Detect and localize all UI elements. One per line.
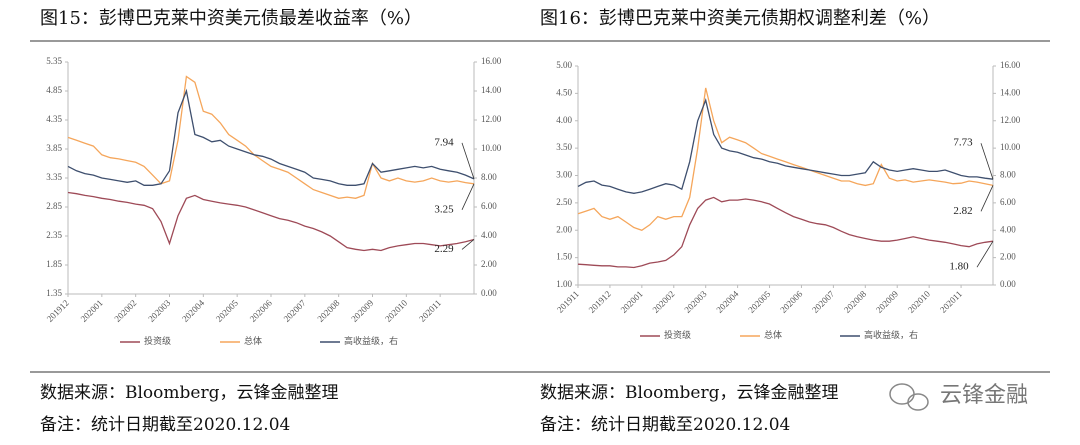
series-line — [577, 87, 994, 232]
annotation: 7.94 — [434, 136, 454, 148]
y2-tick-label: 4.00 — [481, 230, 497, 240]
x-tick-label: 202006 — [778, 288, 805, 315]
y-tick-label: 1.35 — [46, 288, 62, 298]
watermark: 云锋金融 — [940, 383, 1028, 408]
y-tick-label: 4.00 — [556, 115, 572, 125]
legend-label: 高收益级，右 — [344, 335, 398, 346]
y2-tick-label: 12.00 — [481, 114, 502, 124]
y2-tick-label: 14.00 — [1000, 87, 1021, 97]
y2-tick-label: 14.00 — [481, 85, 502, 95]
x-tick-label: 202005 — [214, 297, 241, 324]
x-tick-label: 201912 — [45, 298, 71, 324]
y2-tick-label: 12.00 — [1000, 115, 1021, 125]
annotation: 1.80 — [949, 261, 969, 273]
legend-label: 投资级 — [664, 329, 691, 340]
x-tick-label: 202009 — [874, 288, 901, 315]
leader — [461, 239, 475, 250]
y-tick-label: 1.00 — [556, 279, 572, 289]
y2-tick-label: 2.00 — [481, 259, 497, 269]
legend-label: 高收益级，右 — [864, 329, 918, 340]
y-tick-label: 3.00 — [556, 170, 572, 180]
y-tick-label: 3.50 — [556, 142, 572, 152]
note: 备注：统计日期截至2020.12.04 — [540, 415, 790, 435]
series-line — [577, 196, 994, 269]
x-tick-label: 202004 — [714, 288, 741, 315]
chart-title: 图16：彭博巴克莱中资美元债期权调整利差（%） — [540, 8, 940, 29]
y2-tick-label: 6.00 — [1000, 197, 1016, 207]
annotation: 2.82 — [953, 205, 972, 217]
legend-label: 投资级 — [144, 335, 171, 346]
y-tick-label: 2.00 — [556, 224, 572, 234]
y-tick-label: 2.85 — [46, 201, 62, 211]
y2-tick-label: 8.00 — [481, 172, 497, 182]
x-tick-label: 202005 — [746, 288, 773, 315]
x-tick-label: 202010 — [906, 288, 933, 315]
y2-tick-label: 2.00 — [1000, 252, 1016, 262]
x-tick-label: 202010 — [383, 297, 410, 324]
annotation: 7.73 — [953, 137, 973, 149]
y-tick-label: 2.35 — [46, 230, 62, 240]
x-tick-label: 202003 — [146, 297, 173, 324]
x-tick-label: 202008 — [842, 288, 869, 315]
y2-tick-label: 10.00 — [481, 143, 502, 153]
x-tick-label: 202007 — [810, 288, 837, 315]
x-tick-label: 201911 — [555, 289, 581, 315]
chart-title: 图15：彭博巴克莱中资美元债最差收益率（%） — [40, 8, 422, 29]
x-tick-label: 202011 — [417, 298, 443, 324]
y-tick-label: 4.50 — [556, 87, 572, 97]
x-tick-label: 202008 — [315, 297, 342, 324]
legend-label: 总体 — [764, 329, 782, 340]
y-tick-label: 3.35 — [46, 172, 62, 182]
annotation: 3.25 — [434, 203, 454, 215]
watermark-icon — [889, 383, 929, 411]
leader — [976, 240, 994, 268]
series-line — [577, 98, 994, 194]
leader — [980, 143, 994, 180]
legend-label: 总体 — [244, 335, 262, 346]
leader — [980, 185, 994, 212]
leader — [461, 142, 475, 179]
x-tick-label: 201912 — [587, 289, 613, 315]
y2-tick-label: 16.00 — [1000, 60, 1021, 70]
series-line — [67, 191, 475, 252]
y2-tick-label: 16.00 — [481, 56, 502, 66]
source: 数据来源：Bloomberg，云锋金融整理 — [40, 383, 338, 403]
source: 数据来源：Bloomberg，云锋金融整理 — [540, 383, 838, 403]
y-tick-label: 1.85 — [46, 259, 62, 269]
y-tick-label: 5.00 — [556, 60, 572, 70]
y2-tick-label: 10.00 — [1000, 142, 1021, 152]
x-tick-label: 202006 — [248, 297, 275, 324]
y2-tick-label: 6.00 — [481, 201, 497, 211]
x-tick-label: 202011 — [938, 289, 964, 315]
x-tick-label: 202002 — [112, 298, 138, 324]
note: 备注：统计日期截至2020.12.04 — [40, 415, 290, 435]
y-tick-label: 4.35 — [46, 114, 62, 124]
y2-tick-label: 4.00 — [1000, 224, 1016, 234]
y-tick-label: 3.85 — [46, 143, 62, 153]
annotation: 2.29 — [434, 243, 454, 255]
x-tick-label: 202007 — [282, 297, 309, 324]
y-tick-label: 2.50 — [556, 197, 572, 207]
y-tick-label: 5.35 — [46, 56, 62, 66]
x-tick-label: 202004 — [180, 297, 207, 324]
y2-tick-label: 0.00 — [1000, 279, 1016, 289]
series-line — [67, 88, 475, 186]
x-tick-label: 202002 — [650, 289, 676, 315]
x-tick-label: 202003 — [682, 288, 709, 315]
x-tick-label: 202001 — [79, 298, 105, 324]
x-tick-label: 202001 — [619, 289, 645, 315]
y-tick-label: 4.85 — [46, 85, 62, 95]
y-tick-label: 1.50 — [556, 252, 572, 262]
x-tick-label: 202009 — [349, 297, 376, 324]
series-line — [67, 75, 475, 199]
y2-tick-label: 0.00 — [481, 288, 497, 298]
leader — [461, 183, 475, 210]
y2-tick-label: 8.00 — [1000, 170, 1016, 180]
